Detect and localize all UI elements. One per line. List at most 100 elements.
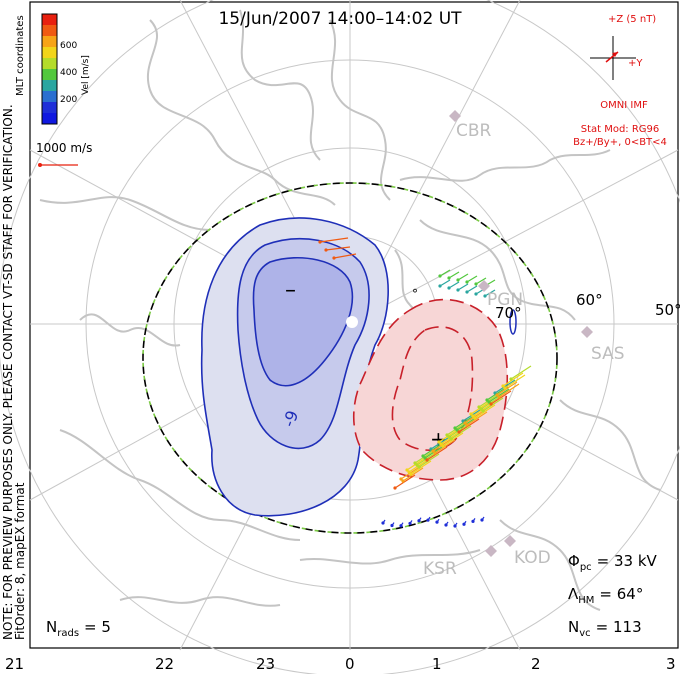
velocity-vector-origin	[318, 240, 322, 244]
velocity-vector-origin	[381, 521, 385, 525]
velocity-vector-origin	[417, 465, 421, 469]
velocity-vector-origin	[444, 523, 448, 527]
imf-condition: Bz+/By+, 0<BT<4	[573, 137, 667, 148]
coordinate-system-label: MLT coordinates	[15, 15, 26, 96]
scale-vector-origin	[38, 163, 42, 167]
velocity-vector	[457, 283, 469, 291]
velocity-vector-origin	[465, 423, 469, 427]
velocity-vector-origin	[485, 398, 489, 402]
velocity-vector-origin	[481, 409, 485, 413]
velocity-vector-origin	[453, 426, 457, 430]
phi-pc-stat: Φpc = 33 kV	[568, 552, 658, 573]
lat-label-70: 70°	[495, 304, 522, 322]
velocity-vector	[450, 425, 472, 440]
svg-text:Nrads= 5: Nrads = 5	[46, 618, 111, 639]
imf-source: OMNI IMF	[600, 100, 648, 111]
velocity-vector	[439, 279, 451, 287]
velocity-vector	[458, 418, 480, 433]
velocity-vector-origin	[455, 428, 459, 432]
scale-vector-label: 1000 m/s	[36, 141, 92, 155]
velocity-vector	[319, 237, 349, 243]
velocity-vector-origin	[431, 449, 435, 453]
velocity-vector-origin	[474, 292, 478, 296]
velocity-vector	[394, 474, 416, 489]
velocity-vector	[402, 467, 424, 482]
velocity-vector-origin	[393, 486, 397, 490]
svg-text:Φpc= 33 kV: Φpc = 33 kV	[568, 552, 658, 573]
imf-clock	[590, 36, 636, 80]
velocity-vector-origin	[324, 248, 328, 252]
velocity-vector	[466, 285, 478, 293]
velocity-vector-origin	[456, 278, 460, 282]
colorbar-tick-200: 200	[60, 95, 77, 105]
station-marker-ksr	[504, 535, 516, 547]
velocity-vector-origin	[433, 451, 437, 455]
velocity-vector	[498, 383, 520, 398]
velocity-vector-origin	[447, 276, 451, 280]
station-marker-sas	[581, 326, 593, 338]
velocity-vector-origin	[413, 461, 417, 465]
mlt-label-22: 22	[155, 655, 174, 673]
velocity-vector	[448, 271, 460, 279]
positive-potential-cell: +	[352, 298, 509, 481]
velocity-vector-origin	[449, 437, 453, 441]
station-marker-kod	[485, 545, 497, 557]
nvc-stat: Nvc = 113	[568, 618, 642, 639]
velocity-vector-origin	[401, 479, 405, 483]
station-markers	[449, 110, 593, 557]
mlt-label-2: 2	[531, 655, 541, 673]
velocity-vector	[442, 432, 464, 447]
lat-label-80-mark: °	[412, 287, 418, 301]
mlt-label-23: 23	[256, 655, 275, 673]
colorbar-tick-600: 600	[60, 41, 77, 51]
lat-label-50: 50°	[655, 301, 680, 319]
velocity-vector-origin	[417, 519, 421, 523]
hm-boundary	[142, 182, 558, 534]
station-marker-cbr	[449, 110, 461, 122]
svg-text:Nvc= 113: Nvc = 113	[568, 618, 642, 639]
mlt-label-1: 1	[432, 655, 442, 673]
velocity-vector	[496, 381, 518, 396]
velocity-vector-origin	[462, 522, 466, 526]
velocity-vector-origin	[453, 524, 457, 528]
station-label-ksr: KSR	[423, 559, 457, 579]
velocity-vector-origin	[461, 419, 465, 423]
velocity-vector	[434, 439, 456, 454]
colorbar-tick-400: 400	[60, 68, 77, 78]
velocity-vector-origin	[483, 294, 487, 298]
mlt-label-21: 21	[5, 655, 24, 673]
velocity-vector-origin	[495, 393, 499, 397]
velocity-vector-origin	[480, 518, 484, 522]
velocity-vector-origin	[426, 518, 430, 522]
lambda-hm-stat: ΛHM = 64°	[568, 585, 643, 606]
velocity-vector	[482, 397, 504, 412]
velocity-vector-origin	[469, 412, 473, 416]
velocity-vector-origin	[497, 395, 501, 399]
velocity-vector-origin	[435, 520, 439, 524]
velocity-vector-origin	[456, 288, 460, 292]
velocity-vector	[439, 269, 451, 277]
stat-model: Stat Mod: RG96	[581, 124, 660, 135]
fit-order-note: FitOrder: 8, mapEX format	[13, 482, 27, 640]
station-label-pgn: PGN	[487, 290, 523, 310]
velocity-vector-origin	[509, 377, 513, 381]
velocity-vector-origin	[465, 290, 469, 294]
velocity-vector	[504, 374, 526, 389]
velocity-vector-origin	[493, 391, 497, 395]
velocity-vector	[325, 246, 351, 251]
velocity-colorbar	[41, 13, 58, 125]
velocity-vector-origin	[437, 440, 441, 444]
velocity-vector-origin	[465, 280, 469, 284]
station-marker-pgn	[478, 280, 490, 292]
velocity-vector-origin	[441, 444, 445, 448]
velocity-vector-origin	[405, 468, 409, 472]
velocity-vector	[510, 365, 532, 380]
mlt-label-3: 3	[666, 655, 676, 673]
velocity-vector	[410, 460, 432, 475]
velocity-vector	[426, 446, 448, 461]
imf-y-label: +Y	[628, 58, 643, 69]
velocity-vector	[474, 404, 496, 419]
velocity-vector-origin	[487, 400, 491, 404]
velocity-vector	[448, 281, 460, 289]
velocity-vector-origin	[471, 414, 475, 418]
